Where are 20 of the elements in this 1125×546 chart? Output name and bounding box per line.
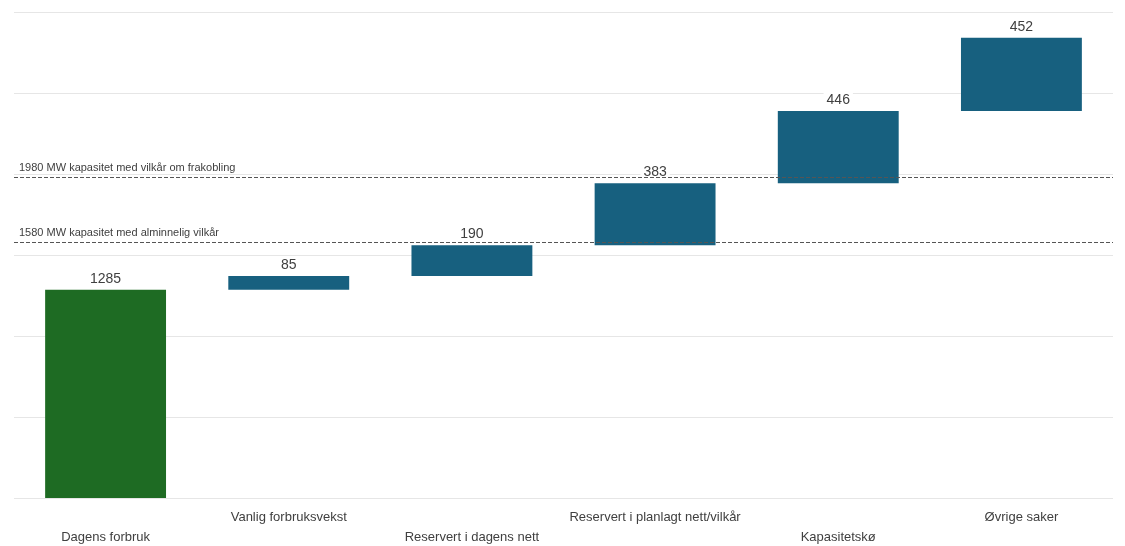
x-tick-label: Reservert i planlagt nett/vilkår: [569, 508, 742, 524]
bar: [594, 183, 716, 246]
data-label: 85: [280, 256, 297, 273]
x-tick-label: Dagens forbruk: [61, 528, 151, 544]
x-tick-label: Reservert i dagens nett: [404, 528, 540, 544]
data-label: 383: [643, 163, 667, 180]
data-label: 190: [460, 225, 484, 242]
bar: [411, 245, 533, 277]
x-tick-label: Vanlig forbruksvekst: [230, 508, 348, 524]
ref-line-label: 1980 MW kapasitet med vilkår om frakobling: [19, 160, 236, 173]
data-label: 1285: [90, 269, 122, 286]
data-label: 452: [1009, 17, 1034, 34]
bar: [45, 289, 167, 498]
bar: [960, 37, 1082, 111]
bar: [777, 110, 899, 184]
ref-line-label: 1580 MW kapasitet med alminnelig vilkår: [19, 225, 220, 238]
data-label: 446: [826, 90, 851, 107]
x-tick-label: Øvrige saker: [984, 508, 1059, 524]
bar: [228, 276, 350, 290]
x-tick-label: Kapasitetskø: [800, 528, 876, 544]
